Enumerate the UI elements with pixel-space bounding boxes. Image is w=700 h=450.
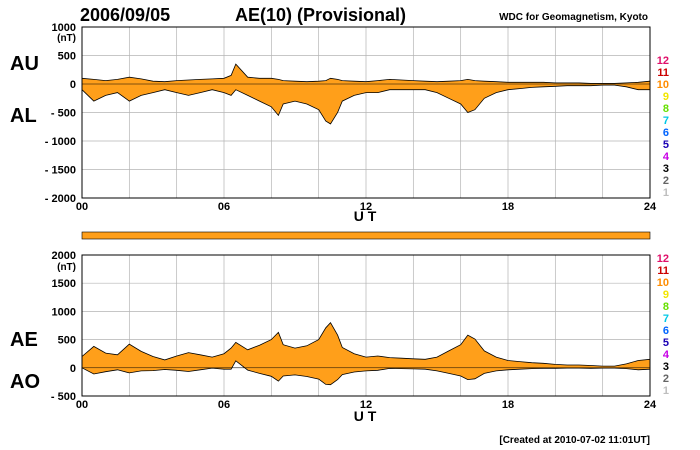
y-tick-label: 1500 (52, 278, 76, 290)
x-tick-label: 00 (76, 201, 88, 213)
legend-item-7: 7 (663, 115, 669, 127)
y-tick-label: 1000 (52, 22, 76, 34)
series-line-ao (81, 360, 651, 386)
legend-item-5: 5 (663, 139, 669, 151)
y-tick-label: - 500 (51, 391, 76, 403)
chart-title: AE(10) (Provisional) (235, 5, 406, 25)
legend-item-2: 2 (663, 373, 669, 385)
date-heading: 2006/09/05 (80, 5, 170, 25)
legend-item-1: 1 (663, 187, 669, 199)
y-tick-label: - 1500 (45, 165, 76, 177)
x-tick-label: 00 (76, 399, 88, 411)
legend-item-3: 3 (663, 361, 669, 373)
plot-frame (81, 26, 651, 199)
x-axis-title-bottom: U T (354, 408, 377, 424)
x-tick-label: 06 (218, 201, 230, 213)
y-tick-label: 500 (58, 335, 76, 347)
series-line-ae (81, 322, 651, 367)
legend-item-9: 9 (663, 91, 669, 103)
series-line-au (81, 63, 651, 84)
ao-label: AO (10, 371, 40, 393)
legend-item-4: 4 (663, 349, 670, 361)
legend-item-7: 7 (663, 313, 669, 325)
y-tick-label: - 500 (51, 108, 76, 120)
legend-item-10: 10 (657, 79, 669, 91)
x-tick-label: 24 (644, 399, 657, 411)
y-tick-label: 2000 (52, 250, 76, 262)
legend-item-8: 8 (663, 301, 669, 313)
legend-item-6: 6 (663, 127, 669, 139)
y-tick-label: 0 (70, 79, 76, 91)
source-label: WDC for Geomagnetism, Kyoto (499, 12, 648, 23)
created-timestamp: [Created at 2010-07-02 11:01UT] (499, 435, 650, 446)
unit-label-top: (nT) (57, 33, 76, 44)
series-line-al (81, 84, 650, 125)
y-tick-label: - 1000 (45, 136, 76, 148)
legend-item-10: 10 (657, 277, 669, 289)
x-tick-label: 12 (360, 201, 372, 213)
legend-item-11: 11 (657, 265, 669, 277)
separator-bar (81, 231, 651, 240)
legend-item-6: 6 (663, 325, 669, 337)
legend-item-8: 8 (663, 103, 669, 115)
plot-frame (81, 254, 651, 397)
x-tick-label: 12 (360, 399, 372, 411)
x-tick-label: 24 (644, 201, 657, 213)
au-al-panel: (nT) AU AL U T 1000 500 0 - 500 - 1000 - 1500… (10, 22, 657, 224)
y-tick-label: 1000 (52, 306, 76, 318)
legend-item-4: 4 (663, 151, 670, 163)
al-label: AL (10, 105, 37, 127)
x-tick-label: 06 (218, 399, 230, 411)
x-axis-title-top: U T (354, 208, 377, 224)
y-tick-label: 500 (58, 51, 76, 63)
legend-item-3: 3 (663, 163, 669, 175)
legend-item-5: 5 (663, 337, 669, 349)
legend-item-9: 9 (663, 289, 669, 301)
y-tick-label: - 2000 (45, 193, 76, 205)
au-label: AU (10, 53, 39, 75)
area-fill-au-al (82, 64, 650, 124)
unit-label-bottom: (nT) (57, 262, 76, 273)
x-tick-label: 18 (502, 201, 514, 213)
x-tick-label: 18 (502, 399, 514, 411)
ae-label: AE (10, 329, 38, 351)
legend-item-12: 12 (657, 253, 669, 265)
y-tick-label: 0 (70, 363, 76, 375)
legend-item-1: 1 (663, 385, 669, 397)
legend-item-2: 2 (663, 175, 669, 187)
legend-item-12: 12 (657, 55, 669, 67)
legend-item-11: 11 (657, 67, 669, 79)
